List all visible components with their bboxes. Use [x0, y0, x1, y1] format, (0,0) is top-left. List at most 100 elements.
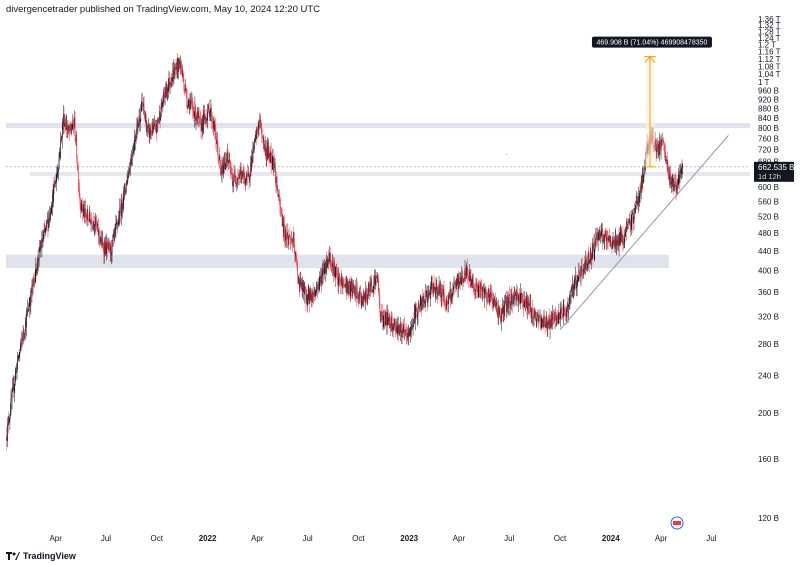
candle-up: [306, 294, 307, 302]
candle-down: [520, 291, 522, 294]
candle-down: [242, 170, 244, 172]
candle-up: [214, 124, 216, 131]
candle-up: [433, 283, 434, 292]
candle-up: [116, 222, 117, 224]
candle-up: [197, 113, 199, 117]
candle-down: [441, 288, 443, 290]
candle-up: [480, 283, 481, 290]
candle-down: [70, 124, 71, 128]
candle-down: [517, 291, 518, 298]
candle-down: [182, 73, 184, 80]
candle-up: [45, 225, 47, 231]
candle-down: [87, 212, 89, 219]
candle-up: [524, 299, 525, 304]
candle-up: [24, 333, 26, 335]
candle-down: [487, 301, 488, 302]
candle-down: [346, 283, 348, 293]
candle-up: [361, 299, 363, 306]
candle-down: [36, 263, 37, 274]
candle-down: [80, 203, 81, 211]
candle-up: [269, 153, 270, 157]
candle-down: [432, 283, 433, 292]
candle-up: [22, 330, 24, 342]
candle-up: [412, 326, 413, 328]
candle-up: [369, 282, 371, 292]
candle-down: [502, 307, 504, 313]
candle-down: [367, 295, 369, 296]
candle-down: [407, 332, 409, 337]
candle-up: [233, 181, 234, 183]
candle-down: [126, 180, 128, 184]
y-tick-label: 120 B: [758, 514, 779, 523]
candle-down: [224, 161, 226, 167]
candle-down: [239, 174, 240, 176]
candle-down: [165, 87, 166, 97]
candle-down: [8, 419, 10, 424]
candle-down: [532, 308, 533, 318]
candle-down: [302, 282, 304, 292]
candle-down: [90, 218, 91, 225]
candle-up: [270, 151, 271, 163]
candle-up: [409, 331, 411, 333]
x-tick-label: 2024: [602, 534, 620, 543]
candle-down: [381, 311, 382, 313]
candle-down: [33, 278, 35, 280]
candle-down: [281, 214, 282, 216]
candle-up: [487, 289, 489, 302]
candle-down: [76, 139, 78, 160]
candle-down: [579, 274, 581, 276]
candle-up: [258, 129, 259, 131]
candle-up: [632, 213, 633, 215]
candle-down: [142, 102, 144, 107]
candle-up: [47, 219, 48, 223]
candle-down: [214, 124, 216, 132]
candle-down: [611, 243, 612, 248]
candle-up: [12, 383, 14, 388]
candle-up: [636, 201, 638, 204]
candle-up: [313, 291, 315, 296]
candle-up: [119, 207, 121, 221]
candle-down: [264, 143, 265, 151]
candle-up: [303, 288, 305, 292]
candle-down: [660, 143, 661, 150]
candle-down: [220, 167, 222, 174]
candle-up: [51, 207, 53, 211]
candle-up: [242, 170, 243, 177]
candle-up: [86, 212, 88, 218]
y-tick-label: 1.24 T: [758, 34, 781, 43]
candle-up: [654, 140, 656, 147]
candle-down: [279, 199, 281, 207]
candle-up: [226, 158, 227, 162]
candle-down: [204, 114, 206, 119]
candle-down: [561, 313, 563, 315]
event-flag-stripe: [673, 521, 681, 525]
candle-down: [380, 312, 381, 322]
candle-down: [257, 129, 259, 131]
candle-up: [493, 298, 495, 299]
candle-up: [460, 278, 461, 281]
candle-up: [386, 316, 388, 326]
candle-down: [361, 299, 363, 305]
candle-down: [155, 130, 157, 132]
candle-up: [168, 85, 169, 92]
candle-down: [250, 162, 252, 169]
candle-up: [588, 260, 590, 264]
candle-down: [339, 276, 340, 281]
candle-up: [56, 174, 58, 179]
candle-up: [133, 142, 135, 151]
tradingview-logo[interactable]: TradingView: [6, 551, 76, 561]
candle-up: [346, 281, 348, 293]
candle-up: [327, 259, 329, 265]
candle-up: [571, 286, 572, 291]
candle-up: [585, 259, 586, 269]
candle-up: [301, 282, 302, 286]
candle-down: [23, 333, 25, 335]
candle-up: [57, 171, 58, 175]
candle-up: [295, 252, 296, 257]
candle-down: [503, 305, 505, 315]
candle-down: [175, 67, 176, 68]
candle-up: [551, 313, 553, 327]
candle-up: [63, 114, 64, 125]
candle-up: [556, 317, 558, 320]
